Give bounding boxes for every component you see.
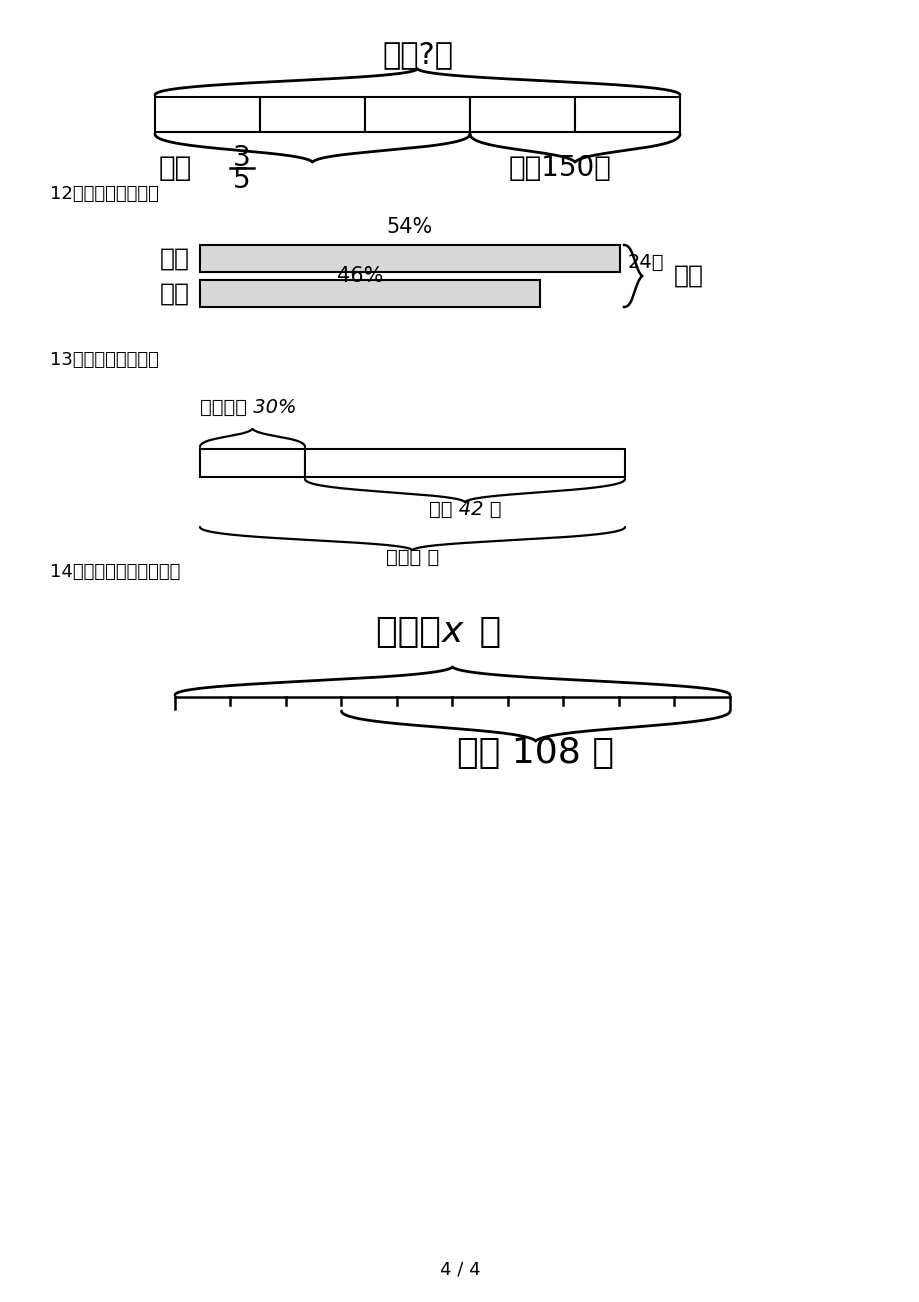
Text: 图书?本: 图书?本 bbox=[381, 40, 452, 69]
Text: 女生: 女生 bbox=[160, 281, 190, 306]
Text: 12．看图列式计算。: 12．看图列式计算。 bbox=[50, 185, 159, 203]
Text: 还剩 42 页: 还剩 42 页 bbox=[428, 500, 501, 518]
Text: ？人: ？人 bbox=[674, 264, 703, 288]
Bar bbox=[199, 245, 619, 272]
Text: 还剩150本: 还剩150本 bbox=[508, 154, 611, 182]
Bar bbox=[154, 98, 260, 132]
Text: 借走: 借走 bbox=[158, 154, 191, 182]
Bar bbox=[199, 449, 305, 477]
Text: 4 / 4: 4 / 4 bbox=[439, 1262, 480, 1279]
Text: 5: 5 bbox=[233, 165, 251, 194]
Bar bbox=[470, 98, 574, 132]
Text: 46%: 46% bbox=[336, 266, 383, 286]
Text: 页: 页 bbox=[468, 615, 501, 648]
Text: 14．看图列方程并解答。: 14．看图列方程并解答。 bbox=[50, 562, 180, 581]
Bar bbox=[199, 280, 539, 307]
Text: 3: 3 bbox=[233, 145, 251, 172]
Text: 一共？ 页: 一共？ 页 bbox=[385, 548, 438, 566]
Bar bbox=[574, 98, 679, 132]
Text: 一本书: 一本书 bbox=[376, 615, 452, 648]
Text: 已经看了 30%: 已经看了 30% bbox=[199, 397, 296, 417]
Text: 剩下 108 页: 剩下 108 页 bbox=[457, 736, 614, 769]
Bar bbox=[365, 98, 470, 132]
Text: 13．看图列式计算。: 13．看图列式计算。 bbox=[50, 352, 159, 368]
Text: 男生: 男生 bbox=[160, 246, 190, 271]
Bar bbox=[305, 449, 624, 477]
Text: 54%: 54% bbox=[387, 217, 433, 237]
Text: x: x bbox=[441, 615, 462, 648]
Text: 24人: 24人 bbox=[628, 253, 664, 272]
Bar bbox=[260, 98, 365, 132]
